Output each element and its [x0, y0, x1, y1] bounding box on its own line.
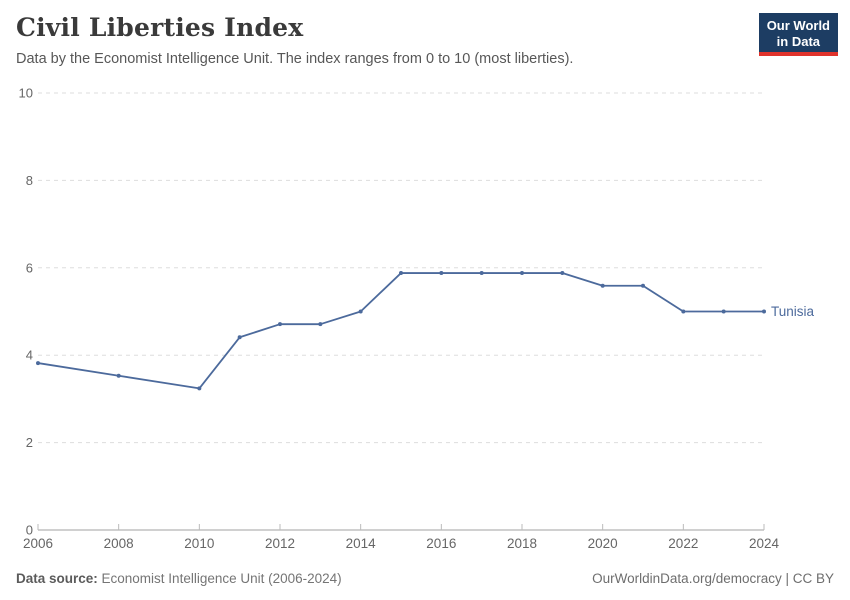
data-point[interactable]	[237, 335, 242, 340]
y-tick-label: 4	[26, 348, 33, 363]
series-label: Tunisia	[771, 304, 815, 319]
data-point[interactable]	[36, 361, 40, 366]
y-tick-label: 8	[26, 173, 33, 188]
chart-title: Civil Liberties Index	[16, 13, 304, 42]
data-point[interactable]	[318, 322, 323, 327]
owid-logo[interactable]: Our World in Data	[758, 13, 838, 57]
data-point[interactable]	[399, 271, 403, 276]
data-point[interactable]	[278, 322, 282, 327]
y-tick-label: 0	[26, 523, 33, 538]
data-point[interactable]	[116, 373, 121, 378]
data-point[interactable]	[560, 271, 565, 276]
license-link[interactable]: OurWorldinData.org/democracy | CC BY	[592, 571, 834, 586]
y-tick-label: 10	[19, 86, 33, 101]
owid-logo-line1: Our World	[766, 18, 830, 33]
data-point[interactable]	[479, 271, 484, 276]
x-tick-label: 2024	[749, 536, 780, 551]
x-tick-label: 2022	[668, 536, 698, 551]
data-point[interactable]	[520, 271, 524, 276]
x-tick-label: 2014	[346, 536, 377, 551]
x-tick-label: 2010	[184, 536, 214, 551]
x-tick-label: 2012	[265, 536, 295, 551]
data-source-label: Data source:	[16, 571, 98, 586]
y-tick-label: 6	[26, 260, 33, 275]
data-point[interactable]	[600, 283, 605, 288]
x-tick-label: 2020	[588, 536, 618, 551]
data-point[interactable]	[721, 309, 726, 314]
data-point[interactable]	[358, 309, 363, 314]
data-line[interactable]	[37, 272, 765, 390]
x-tick-label: 2008	[104, 536, 134, 551]
owid-logo-line2: in Data	[776, 33, 821, 49]
chart-footer: Data source: Economist Intelligence Unit…	[16, 571, 834, 586]
y-tick-label: 2	[26, 435, 33, 450]
data-point[interactable]	[439, 271, 444, 276]
data-point[interactable]	[641, 283, 645, 288]
x-tick-label: 2016	[426, 536, 456, 551]
data-point[interactable]	[762, 309, 766, 314]
data-source-value: Economist Intelligence Unit (2006-2024)	[97, 571, 342, 586]
data-source-note: Data source: Economist Intelligence Unit…	[16, 571, 342, 586]
x-tick-label: 2018	[507, 536, 537, 551]
chart-subtitle: Data by the Economist Intelligence Unit.…	[16, 51, 574, 67]
data-point[interactable]	[197, 386, 202, 391]
data-point[interactable]	[681, 309, 686, 314]
x-tick-label: 2006	[23, 536, 53, 551]
